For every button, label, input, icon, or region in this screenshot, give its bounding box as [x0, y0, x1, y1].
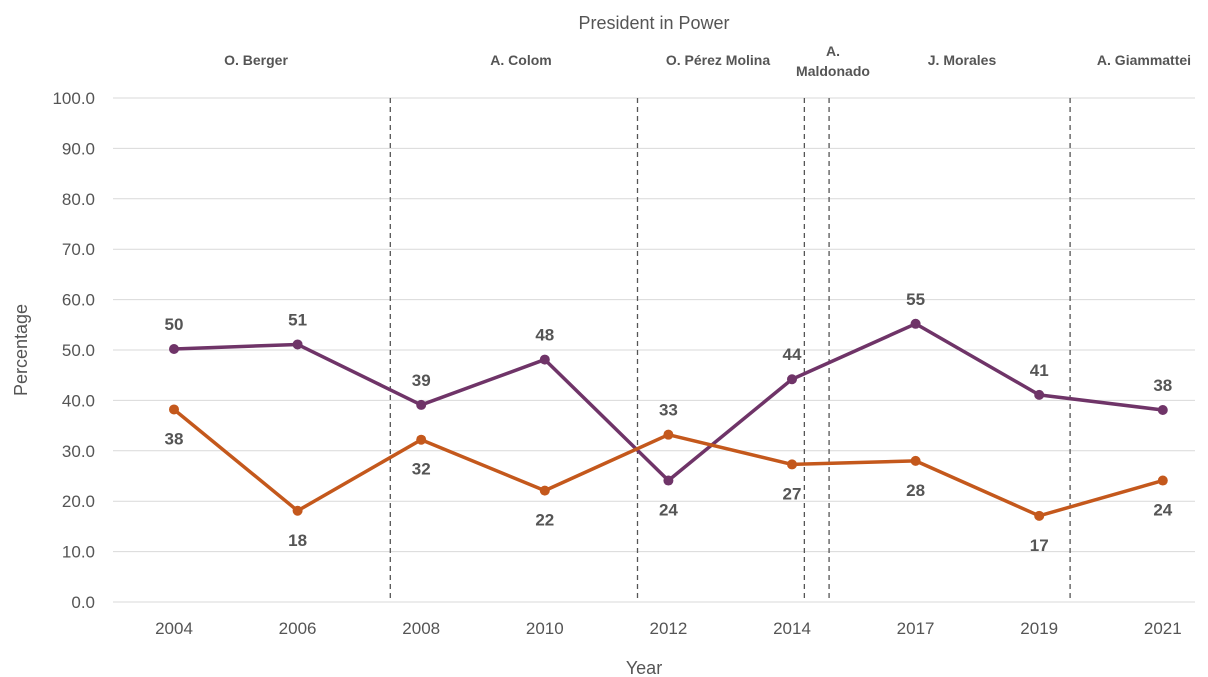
series-1-label-2004: 50: [165, 315, 184, 334]
series-1-label-2010: 48: [535, 326, 554, 345]
y-tick-label: 100.0: [52, 89, 95, 108]
series-2-label-2019: 17: [1030, 536, 1049, 555]
series-2-label-2017: 28: [906, 481, 925, 500]
y-tick-label: 40.0: [62, 391, 95, 410]
president-label-perez-molina: O. Pérez Molina: [666, 52, 770, 68]
y-tick-label: 30.0: [62, 442, 95, 461]
y-tick-label: 20.0: [62, 492, 95, 511]
y-axis-tick-labels: 0.0 10.0 20.0 30.0 40.0 50.0 60.0 70.0 80.0 90.0 1…: [52, 89, 95, 612]
president-label-colom: A. Colom: [490, 52, 551, 68]
series-2-label-2004: 38: [165, 429, 184, 448]
series-2-point-2021: [1157, 475, 1168, 486]
x-axis-tick-labels: 2004 2006 2008 2010 2012 2014 2017 2019 2021: [155, 619, 1182, 638]
president-label-berger: O. Berger: [224, 52, 288, 68]
x-tick-label-2019: 2019: [1020, 619, 1058, 638]
president-labels: O. Berger A. Colom O. Pérez Molina A. Ma…: [224, 43, 1191, 79]
x-tick-label-2008: 2008: [402, 619, 440, 638]
series-2-label-2006: 18: [288, 531, 307, 550]
y-tick-label: 80.0: [62, 190, 95, 209]
series-1-point-2021: [1157, 404, 1168, 415]
x-tick-label-2017: 2017: [897, 619, 935, 638]
series-2-point-2006: [292, 505, 303, 516]
series-1-label-2014: 44: [783, 345, 802, 364]
series-2-point-2004: [169, 404, 179, 415]
y-tick-label: 0.0: [71, 593, 95, 612]
series-2-point-2010: [539, 485, 550, 496]
president-label-morales: J. Morales: [928, 52, 997, 68]
series-1-point-2008: [416, 399, 427, 410]
series-2-point-2014: [787, 459, 797, 470]
series-2-label-2010: 22: [535, 511, 554, 530]
series-1-label-2021: 38: [1153, 376, 1172, 395]
y-axis-title: Percentage: [11, 304, 31, 396]
series-1-label-2012: 24: [659, 501, 678, 520]
series-2-point-2019: [1034, 510, 1045, 521]
chart-top-title: President in Power: [578, 13, 729, 33]
y-tick-label: 70.0: [62, 240, 95, 259]
president-label-maldonado-line1: A.: [826, 43, 840, 59]
x-tick-label-2021: 2021: [1144, 619, 1182, 638]
series-2-point-2012: [663, 429, 674, 440]
series-1-label-2006: 51: [288, 310, 307, 329]
president-label-maldonado-line2: Maldonado: [796, 63, 870, 79]
series-2-label-2014: 27: [783, 484, 802, 503]
y-tick-label: 50.0: [62, 341, 95, 360]
series-2-label-2012: 33: [659, 401, 678, 420]
y-tick-label: 10.0: [62, 543, 95, 562]
series-lines: [169, 318, 1168, 521]
x-axis-title: Year: [626, 658, 662, 677]
series-1-label-2019: 41: [1030, 361, 1049, 380]
president-label-giammattei: A. Giammattei: [1097, 52, 1191, 68]
x-tick-label-2012: 2012: [649, 619, 687, 638]
series-1-label-2008: 39: [412, 371, 431, 390]
series-1-point-2017: [910, 318, 921, 329]
gridlines: [113, 97, 1195, 603]
x-tick-label-2014: 2014: [773, 619, 811, 638]
series-2-point-2017: [910, 455, 921, 466]
x-tick-label-2006: 2006: [279, 619, 317, 638]
series-1-point-2019: [1034, 389, 1045, 400]
series-2-label-2008: 32: [412, 460, 431, 479]
presidential-term-dividers: [389, 98, 1071, 602]
y-tick-label: 60.0: [62, 291, 95, 310]
data-labels: 50 51 39 48 24 44 55 41 38 38 18 32 22 33 27 28 17 24: [165, 290, 1173, 555]
series-2-label-2021: 24: [1153, 501, 1172, 520]
y-tick-label: 90.0: [62, 139, 95, 158]
series-1-point-2012: [663, 475, 674, 486]
series-2-point-2008: [416, 434, 427, 445]
series-1-label-2017: 55: [906, 290, 925, 309]
series-1-point-2004: [169, 343, 179, 354]
series-1-point-2006: [292, 339, 303, 350]
series-1-point-2014: [787, 374, 797, 385]
x-tick-label-2004: 2004: [155, 619, 193, 638]
x-tick-label-2010: 2010: [526, 619, 564, 638]
series-1-point-2010: [539, 354, 550, 365]
